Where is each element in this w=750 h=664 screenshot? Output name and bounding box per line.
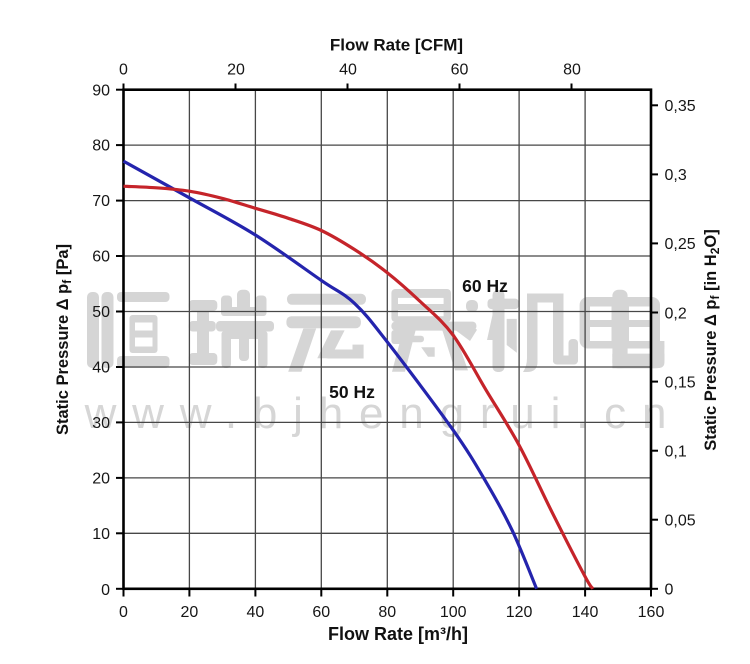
svg-text:40: 40: [339, 62, 357, 79]
svg-text:10: 10: [92, 526, 110, 543]
svg-text:0,25: 0,25: [665, 236, 696, 253]
svg-text:50 Hz: 50 Hz: [329, 382, 375, 402]
svg-text:0,35: 0,35: [665, 98, 696, 115]
svg-text:Static Pressure Δ pf [Pa]: Static Pressure Δ pf [Pa]: [54, 244, 74, 435]
svg-text:0: 0: [101, 582, 110, 599]
svg-text:30: 30: [92, 415, 110, 432]
svg-text:160: 160: [638, 604, 665, 621]
svg-text:120: 120: [506, 604, 533, 621]
svg-text:0,15: 0,15: [665, 375, 696, 392]
svg-text:0: 0: [119, 62, 128, 79]
svg-text:100: 100: [440, 604, 467, 621]
svg-text:70: 70: [92, 193, 110, 210]
svg-text:60: 60: [451, 62, 469, 79]
svg-text:0,3: 0,3: [665, 167, 687, 184]
svg-text:20: 20: [227, 62, 245, 79]
svg-text:0,05: 0,05: [665, 513, 696, 530]
svg-text:Flow Rate [CFM]: Flow Rate [CFM]: [330, 36, 463, 55]
svg-text:Flow Rate [m³/h]: Flow Rate [m³/h]: [328, 624, 468, 644]
svg-text:40: 40: [92, 360, 110, 377]
svg-text:80: 80: [92, 138, 110, 155]
svg-text:50: 50: [92, 304, 110, 321]
svg-text:80: 80: [563, 62, 581, 79]
svg-text:www.bjhengrui.cn: www.bjhengrui.cn: [84, 389, 683, 438]
svg-text:0,2: 0,2: [665, 306, 687, 323]
svg-text:60 Hz: 60 Hz: [462, 276, 508, 296]
svg-text:40: 40: [247, 604, 265, 621]
svg-text:20: 20: [181, 604, 199, 621]
svg-text:60: 60: [312, 604, 330, 621]
svg-text:Static Pressure Δ pf [in H2O]: Static Pressure Δ pf [in H2O]: [702, 229, 722, 451]
svg-text:90: 90: [92, 83, 110, 100]
svg-text:140: 140: [572, 604, 599, 621]
svg-text:0: 0: [665, 582, 674, 599]
svg-text:0,1: 0,1: [665, 444, 687, 461]
svg-text:20: 20: [92, 471, 110, 488]
svg-text:0: 0: [119, 604, 128, 621]
svg-text:80: 80: [378, 604, 396, 621]
svg-text:60: 60: [92, 249, 110, 266]
